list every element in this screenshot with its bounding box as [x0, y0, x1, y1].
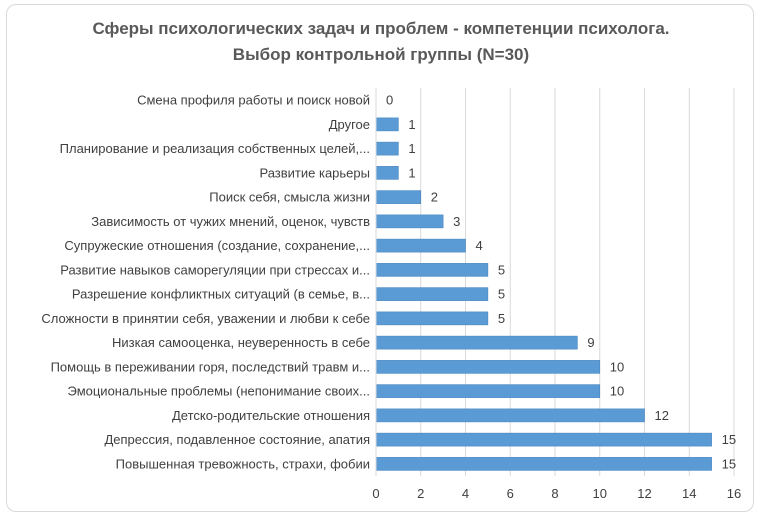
- x-tick-label: 16: [727, 486, 741, 501]
- data-label: 5: [498, 287, 505, 302]
- category-label: Низкая самооценка, неуверенность в себе: [112, 335, 370, 350]
- category-label: Помощь в переживании горя, последствий т…: [51, 359, 370, 374]
- category-label: Сложности в принятии себя, уважении и лю…: [41, 311, 370, 326]
- data-label: 3: [453, 214, 460, 229]
- data-label: 15: [722, 456, 736, 471]
- category-label: Повышенная тревожность, страхи, фобии: [116, 456, 370, 471]
- data-label: 12: [655, 408, 669, 423]
- bar: [375, 263, 489, 277]
- chart-title: Сферы психологических задач и проблем - …: [0, 16, 762, 68]
- data-label: 9: [587, 335, 594, 350]
- x-tick-label: 10: [593, 486, 607, 501]
- data-label: 5: [498, 262, 505, 277]
- bar: [375, 384, 601, 398]
- x-tick-label: 0: [372, 486, 379, 501]
- bar: [375, 238, 466, 253]
- data-label: 15: [722, 432, 736, 447]
- category-label: Поиск себя, смысла жизни: [209, 190, 370, 205]
- x-tick-label: 2: [417, 486, 424, 501]
- bar: [375, 214, 444, 229]
- chart-frame: [6, 4, 754, 512]
- x-tick-label: 6: [507, 486, 514, 501]
- bar: [375, 432, 712, 447]
- x-tick-label: 8: [551, 486, 558, 501]
- category-labels: Смена профиля работы и поиск новой Другое…: [41, 93, 370, 472]
- bar: [375, 166, 399, 180]
- category-label: Планирование и реализация собственных це…: [60, 141, 370, 156]
- category-label: Развитие навыков саморегуляции при стрес…: [60, 262, 370, 277]
- category-label: Смена профиля работы и поиск новой: [137, 93, 370, 108]
- data-label: 10: [610, 384, 624, 399]
- x-axis-ticks: 0 2 4 6 8 10 12 14 16: [372, 486, 741, 501]
- data-label: 1: [408, 141, 415, 156]
- chart-title-line-1: Сферы психологических задач и проблем - …: [92, 19, 670, 38]
- data-label: 1: [408, 165, 415, 180]
- data-label: 4: [476, 238, 483, 253]
- category-label: Зависимость от чужих мнений, оценок, чув…: [91, 214, 370, 229]
- bar: [375, 335, 578, 350]
- bar: [375, 360, 601, 374]
- x-tick-label: 14: [682, 486, 696, 501]
- category-label: Эмоциональные проблемы (непонимание свои…: [68, 384, 371, 399]
- category-label: Развитие карьеры: [259, 165, 370, 180]
- data-label: 10: [610, 359, 624, 374]
- bar: [375, 287, 489, 301]
- bars: [375, 117, 712, 471]
- category-label: Детско-родительские отношения: [172, 408, 370, 423]
- data-label: 2: [431, 190, 438, 205]
- data-label: 5: [498, 311, 505, 326]
- data-label: 1: [408, 117, 415, 132]
- category-label: Другое: [329, 117, 370, 132]
- bar: [375, 457, 712, 471]
- bar: [375, 117, 399, 132]
- chart-title-line-2: Выбор контрольной группы (N=30): [232, 45, 530, 64]
- bar: [375, 408, 645, 423]
- category-label: Депрессия, подавленное состояние, апатия: [104, 432, 370, 447]
- bar: [375, 311, 489, 326]
- x-tick-label: 4: [462, 486, 469, 501]
- data-label: 0: [386, 93, 393, 108]
- bar: [375, 190, 422, 204]
- category-label: Разрешение конфликтных ситуаций (в семье…: [72, 287, 370, 302]
- category-label: Супружеские отношения (создание, сохране…: [64, 238, 370, 253]
- bar: [375, 141, 399, 156]
- x-tick-label: 12: [637, 486, 651, 501]
